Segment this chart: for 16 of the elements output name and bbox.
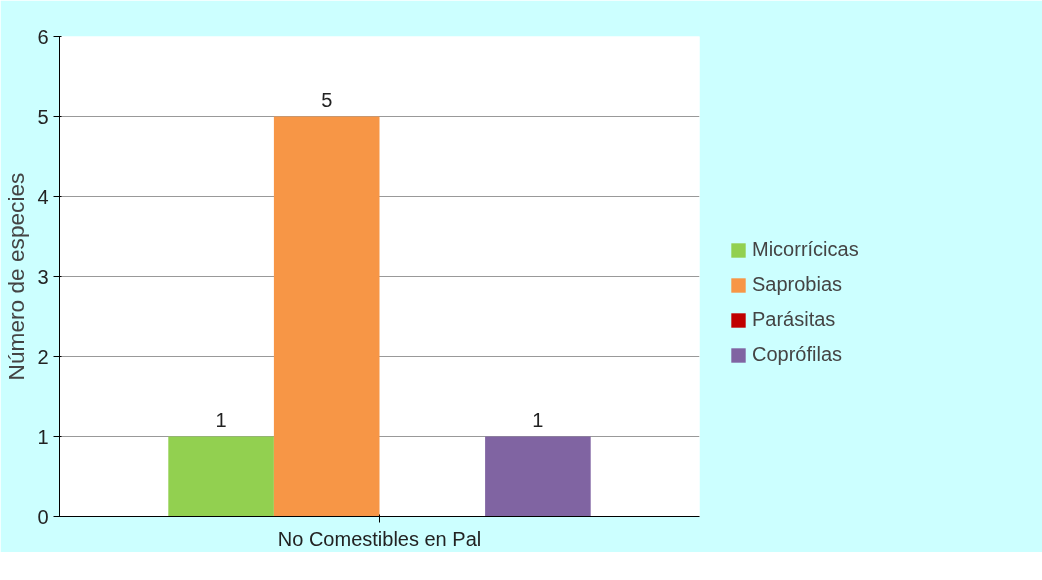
legend-label: Coprófilas bbox=[752, 343, 843, 366]
y-tick-label: 5 bbox=[37, 105, 49, 128]
y-tick-label: 3 bbox=[37, 265, 49, 288]
y-tick-label: 0 bbox=[37, 505, 49, 528]
y-tick-label: 6 bbox=[37, 25, 49, 48]
data-label: 1 bbox=[532, 408, 544, 431]
legend-label: Parásitas bbox=[752, 308, 836, 331]
y-tick-label: 4 bbox=[37, 185, 49, 208]
legend-label: Saprobias bbox=[752, 273, 843, 296]
data-label: 5 bbox=[321, 88, 333, 111]
legend-label: Micorrícicas bbox=[752, 238, 859, 261]
y-tick-label: 2 bbox=[37, 345, 49, 368]
x-tick-label: No Comestibles en Pal bbox=[277, 527, 482, 550]
data-label: 1 bbox=[215, 408, 227, 431]
y-axis-title: Número de especies bbox=[3, 172, 30, 381]
y-tick-label: 1 bbox=[37, 425, 49, 448]
